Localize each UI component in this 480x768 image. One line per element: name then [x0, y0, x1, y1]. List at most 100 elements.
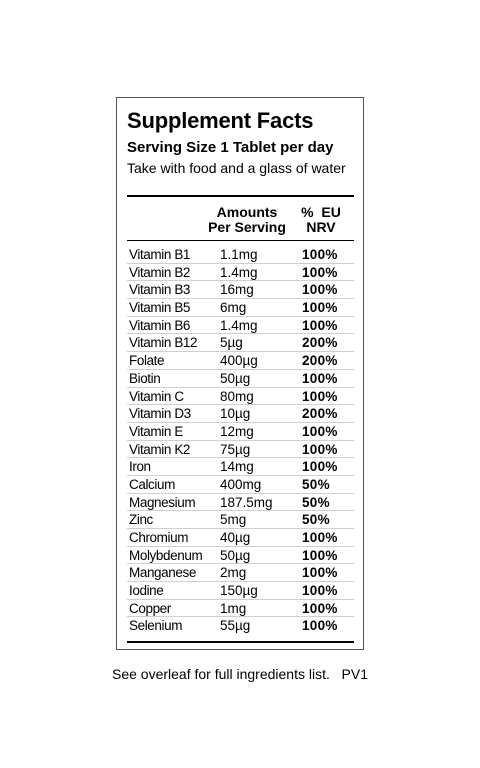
- table-row: Calcium 400mg 50%: [127, 476, 354, 494]
- nutrient-nrv: 100%: [302, 282, 338, 298]
- nutrient-amount: 187.5mg: [220, 494, 273, 510]
- table-row: Vitamin B1 1.1mg 100%: [127, 246, 354, 264]
- nutrient-table: Vitamin B1 1.1mg 100% Vitamin B2 1.4mg 100% Vi…: [127, 246, 354, 635]
- table-row: Vitamin C 80mg 100%: [127, 388, 354, 406]
- nutrient-name: Vitamin C: [129, 388, 184, 404]
- nutrient-amount: 50µg: [220, 547, 251, 563]
- nutrient-name: Calcium: [129, 476, 175, 492]
- nutrient-nrv: 100%: [302, 618, 338, 634]
- supplement-facts-label: Supplement Facts Serving Size 1 Tablet p…: [116, 97, 364, 650]
- nutrient-amount: 150µg: [220, 583, 258, 599]
- nutrient-nrv: 100%: [302, 547, 338, 563]
- table-row: Vitamin K2 75µg 100%: [127, 441, 354, 459]
- nutrient-amount: 40µg: [220, 530, 251, 545]
- table-row: Vitamin D3 10µg 200%: [127, 405, 354, 423]
- nutrient-nrv: 100%: [302, 264, 338, 280]
- table-row: Iron 14mg 100%: [127, 458, 354, 476]
- nrv-column-header: % EU NRV: [295, 205, 347, 235]
- nutrient-name: Vitamin B5: [129, 300, 191, 316]
- amount-header-line2: Per Serving: [208, 219, 286, 235]
- nutrient-name: Vitamin B6: [129, 317, 191, 333]
- amount-column-header: Amounts Per Serving: [205, 205, 289, 235]
- nutrient-amount: 1.4mg: [220, 264, 258, 280]
- nutrient-name: Manganese: [129, 565, 196, 581]
- table-row: Vitamin E 12mg 100%: [127, 423, 354, 441]
- nutrient-amount: 5mg: [220, 512, 247, 528]
- nutrient-nrv: 100%: [302, 300, 338, 316]
- nutrient-name: Vitamin K2: [129, 441, 191, 457]
- nutrient-name: Vitamin B2: [129, 264, 191, 280]
- table-row: Iodine 150µg 100%: [127, 582, 354, 600]
- nutrient-amount: 80mg: [220, 388, 254, 404]
- nrv-header-line2: NRV: [306, 219, 336, 235]
- nutrient-nrv: 100%: [302, 583, 338, 599]
- nutrient-amount: 2mg: [220, 565, 247, 581]
- nutrient-name: Magnesium: [129, 494, 196, 510]
- nutrient-amount: 10µg: [220, 406, 251, 422]
- nutrient-amount: 55µg: [220, 618, 251, 634]
- table-row: Vitamin B6 1.4mg 100%: [127, 317, 354, 335]
- table-row: Manganese 2mg 100%: [127, 564, 354, 583]
- label-title: Supplement Facts: [127, 108, 314, 133]
- nutrient-name: Folate: [129, 353, 165, 369]
- nutrient-nrv: 100%: [302, 247, 338, 262]
- nutrient-amount: 12mg: [220, 423, 254, 439]
- nutrient-amount: 14mg: [220, 459, 254, 475]
- nutrient-amount: 50µg: [220, 370, 251, 386]
- nutrient-name: Chromium: [129, 530, 189, 545]
- nutrient-name: Vitamin B12: [129, 335, 198, 351]
- nutrient-nrv: 100%: [302, 423, 338, 439]
- serving-size: Serving Size 1 Tablet per day: [127, 139, 334, 156]
- table-row: Folate 400µg 200%: [127, 352, 354, 370]
- nutrient-nrv: 100%: [302, 388, 338, 404]
- nutrient-nrv: 200%: [302, 335, 338, 351]
- nutrient-amount: 1.4mg: [220, 317, 258, 333]
- table-row: Copper 1mg 100%: [127, 600, 354, 618]
- nutrient-name: Vitamin E: [129, 423, 183, 439]
- nutrient-nrv: 50%: [302, 512, 330, 528]
- nutrient-amount: 5µg: [220, 335, 243, 351]
- nutrient-nrv: 50%: [302, 476, 330, 492]
- nutrient-name: Iodine: [129, 583, 164, 599]
- table-row: Biotin 50µg 100%: [127, 370, 354, 388]
- nutrient-amount: 400mg: [220, 476, 262, 492]
- table-row: Chromium 40µg 100%: [127, 529, 354, 547]
- table-row: Selenium 55µg 100%: [127, 617, 354, 635]
- nutrient-nrv: 100%: [302, 459, 338, 475]
- header-divider: [127, 240, 354, 241]
- table-row: Zinc 5mg 50%: [127, 511, 354, 529]
- footnote: See overleaf for full ingredients list. …: [111, 666, 369, 682]
- nrv-header-line1: % EU: [301, 204, 341, 220]
- table-row: Magnesium 187.5mg 50%: [127, 494, 354, 512]
- bottom-divider: [127, 641, 354, 643]
- nutrient-amount: 400µg: [220, 353, 258, 369]
- nutrient-nrv: 100%: [302, 370, 338, 386]
- nutrient-name: Vitamin D3: [129, 406, 191, 422]
- nutrient-amount: 1.1mg: [220, 247, 258, 262]
- table-row: Vitamin B12 5µg 200%: [127, 334, 354, 353]
- nutrient-name: Vitamin B1: [129, 247, 191, 262]
- table-row: Molybdenum 50µg 100%: [127, 547, 354, 565]
- nutrient-amount: 16mg: [220, 282, 254, 298]
- nutrient-name: Selenium: [129, 618, 183, 634]
- nutrient-name: Vitamin B3: [129, 282, 191, 298]
- nutrient-nrv: 100%: [302, 441, 338, 457]
- table-row: Vitamin B2 1.4mg 100%: [127, 264, 354, 282]
- nutrient-amount: 1mg: [220, 600, 247, 616]
- nutrient-nrv: 200%: [302, 406, 338, 422]
- nutrient-name: Zinc: [129, 512, 153, 528]
- nutrient-amount: 75µg: [220, 441, 251, 457]
- nutrient-name: Molybdenum: [129, 547, 203, 563]
- nutrient-amount: 6mg: [220, 300, 247, 316]
- table-row: Vitamin B3 16mg 100%: [127, 281, 354, 300]
- nutrient-nrv: 100%: [302, 565, 338, 581]
- nutrient-nrv: 100%: [302, 530, 338, 545]
- nutrient-nrv: 100%: [302, 317, 338, 333]
- table-row: Vitamin B5 6mg 100%: [127, 299, 354, 317]
- nutrient-nrv: 50%: [302, 494, 330, 510]
- top-divider: [127, 195, 354, 197]
- nutrient-nrv: 100%: [302, 600, 338, 616]
- directions-text: Take with food and a glass of water: [127, 160, 346, 176]
- nutrient-nrv: 200%: [302, 353, 338, 369]
- nutrient-name: Iron: [129, 459, 151, 475]
